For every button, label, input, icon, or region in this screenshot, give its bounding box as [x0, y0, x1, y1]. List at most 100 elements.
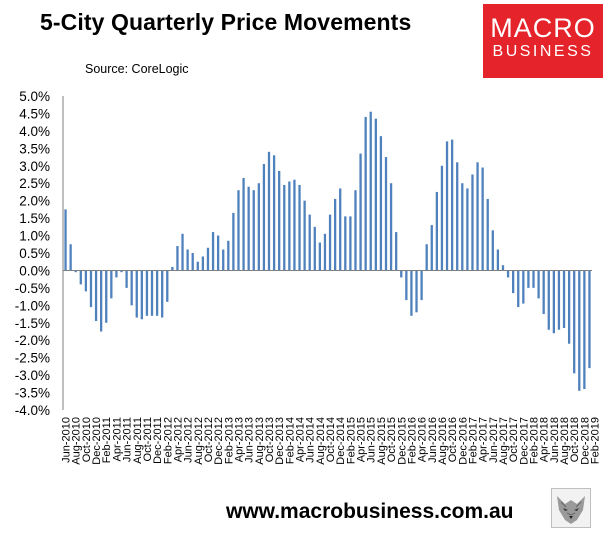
bar	[298, 184, 301, 271]
logo-line2: BUSINESS	[492, 43, 594, 60]
y-tick-label: 1.5%	[19, 211, 50, 226]
bar	[227, 240, 230, 271]
chart-title: 5-City Quarterly Price Movements	[40, 9, 412, 35]
x-tick-label: Feb-2011	[101, 417, 113, 463]
bar	[267, 151, 271, 271]
bar	[567, 270, 571, 344]
bar	[89, 270, 93, 308]
bar	[450, 139, 454, 271]
price-movement-chart: 5.0% 4.5% 4.0% 3.5% 3.0% 2.5% 2.0% 1.5% 1.0% 0.5%…	[15, 89, 602, 465]
bar	[74, 270, 77, 273]
bar	[64, 209, 67, 271]
x-tick-label: Jun-2014	[305, 417, 317, 463]
bar	[425, 244, 428, 271]
bar	[471, 174, 474, 271]
x-tick-label: Feb-2018	[529, 417, 541, 464]
y-tick-label: 0.0%	[19, 263, 50, 278]
bar	[374, 118, 377, 271]
bar	[84, 270, 88, 292]
bar	[196, 261, 199, 271]
bar	[552, 270, 555, 334]
y-tick-label: -4.0%	[15, 403, 50, 418]
bar	[466, 188, 469, 271]
x-tick-label: Feb-2017	[467, 417, 479, 464]
x-tick-label: Dec-2017	[518, 417, 530, 465]
bar	[339, 188, 342, 271]
bar	[211, 232, 215, 271]
bar	[501, 265, 505, 271]
bar	[333, 198, 337, 271]
bar	[369, 111, 372, 271]
bar	[491, 230, 494, 271]
bar	[232, 212, 235, 271]
x-tick-label: Aug-2012	[193, 417, 205, 465]
bar	[512, 270, 515, 294]
bar	[547, 270, 550, 330]
bar	[527, 270, 530, 288]
bar	[588, 270, 591, 369]
bar	[135, 270, 138, 318]
bar	[323, 233, 327, 271]
bar	[79, 270, 82, 285]
x-tick-label: Apr-2012	[172, 417, 184, 462]
bar	[155, 270, 159, 316]
x-tick-label: Aug-2016	[437, 417, 449, 465]
bar	[578, 270, 581, 391]
footer-url[interactable]: www.macrobusiness.com.au	[226, 500, 514, 523]
x-tick-label: Oct-2011	[142, 417, 154, 461]
bar	[206, 247, 210, 271]
bar	[542, 270, 545, 315]
bar	[573, 270, 576, 374]
bar	[344, 216, 347, 271]
y-tick-label: 0.5%	[19, 246, 50, 261]
bar	[349, 216, 352, 271]
bar	[105, 270, 108, 323]
y-tick-label: 1.0%	[19, 229, 50, 244]
bar	[456, 162, 459, 271]
x-tick-label: Aug-2013	[254, 417, 266, 465]
bar	[389, 183, 393, 271]
x-tick-label: Feb-2015	[345, 417, 357, 464]
bar	[191, 253, 194, 271]
bar	[440, 165, 444, 271]
x-tick-label: Dec-2014	[335, 417, 347, 465]
x-tick-label: Oct-2018	[569, 417, 581, 462]
x-tick-label: Apr-2013	[233, 417, 245, 462]
bar	[318, 242, 322, 271]
bar	[461, 183, 464, 271]
bar	[242, 177, 245, 271]
bar	[445, 141, 449, 271]
x-tick-label: Feb-2016	[406, 417, 418, 464]
bar	[115, 270, 118, 278]
bar	[308, 214, 311, 271]
bar	[420, 270, 423, 301]
x-tick-label: Oct-2017	[508, 417, 520, 462]
x-tick-label: Apr-2018	[539, 417, 551, 462]
bar	[186, 249, 189, 271]
x-tick-label: Jun-2016	[427, 417, 439, 463]
y-tick-label: -1.5%	[15, 316, 50, 331]
bar	[110, 270, 113, 299]
bar	[145, 270, 149, 316]
bar	[496, 249, 500, 271]
y-axis-labels: 5.0% 4.5% 4.0% 3.5% 3.0% 2.5% 2.0% 1.5% 1.0% 0.5%…	[15, 89, 50, 418]
macro-business-logo[interactable]: MACRO BUSINESS	[483, 4, 603, 78]
x-tick-label: Feb-2012	[162, 417, 174, 464]
x-tick-label: Aug-2014	[315, 417, 327, 465]
x-tick-label: Dec-2012	[213, 417, 225, 465]
bar	[222, 249, 225, 271]
bar	[395, 232, 398, 271]
bar	[364, 116, 367, 271]
bar	[400, 270, 403, 278]
x-tick-label: Oct-2014	[325, 417, 337, 462]
x-tick-label: Dec-2010	[91, 417, 103, 465]
x-tick-label: Dec-2015	[396, 417, 408, 465]
bar	[161, 270, 164, 318]
bar	[166, 270, 169, 302]
x-tick-label: Oct-2012	[203, 417, 215, 462]
y-tick-label: -3.0%	[15, 368, 50, 383]
bar	[125, 270, 128, 288]
bar	[262, 164, 266, 271]
bar	[522, 270, 525, 304]
bar	[415, 270, 418, 313]
